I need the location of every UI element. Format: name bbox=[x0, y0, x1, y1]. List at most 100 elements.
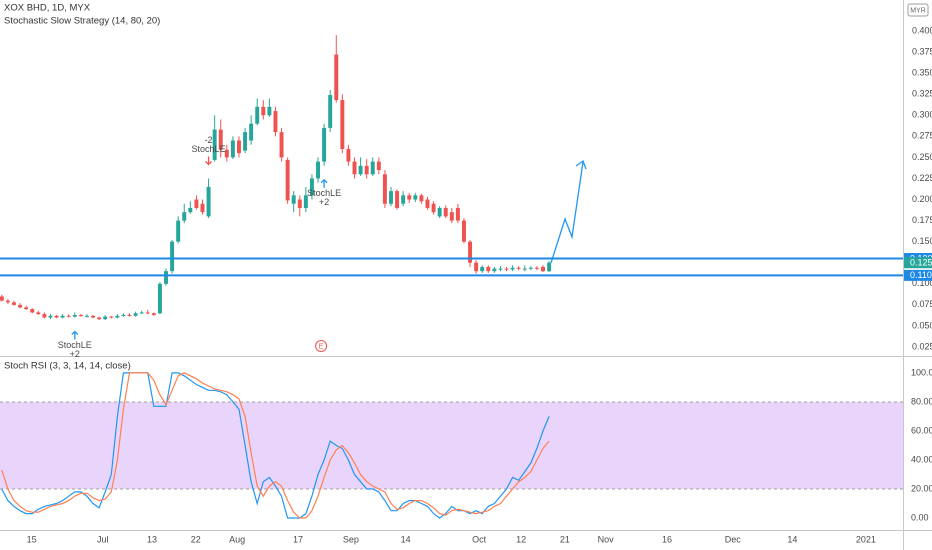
x-tick-label: Sep bbox=[343, 534, 359, 544]
candle-body bbox=[97, 317, 102, 320]
projection-arrowhead bbox=[575, 159, 587, 170]
signal-qty: +2 bbox=[319, 197, 329, 207]
band-fill bbox=[0, 401, 903, 489]
candle-body bbox=[121, 314, 126, 316]
candle-body bbox=[413, 195, 418, 200]
candle-body bbox=[358, 165, 363, 175]
price-label: 0.110 bbox=[910, 270, 932, 280]
candle-body bbox=[127, 314, 132, 316]
candle-body bbox=[176, 220, 181, 242]
candle-body bbox=[303, 195, 308, 208]
candle-body bbox=[30, 309, 35, 313]
projection-path bbox=[550, 161, 584, 264]
y-tick-label: 0.275 bbox=[912, 131, 932, 141]
candle-body bbox=[437, 207, 442, 217]
candle-body bbox=[382, 174, 387, 204]
candle-body bbox=[24, 307, 29, 310]
candle-body bbox=[419, 195, 424, 202]
y-tick-label: 0.175 bbox=[912, 215, 932, 225]
y-tick-label: 0.400 bbox=[912, 25, 932, 35]
x-tick-label: 17 bbox=[293, 534, 303, 544]
signal-label: StochLE bbox=[58, 340, 92, 350]
candle-body bbox=[431, 203, 436, 213]
candle-body bbox=[328, 95, 333, 128]
y-tick-label: 100.00 bbox=[911, 367, 932, 377]
stoch-line bbox=[1, 372, 550, 519]
y-tick-label: 0.200 bbox=[912, 194, 932, 204]
candle-body bbox=[474, 262, 479, 272]
candle-body bbox=[407, 195, 412, 200]
candle-body bbox=[182, 212, 187, 221]
candle-body bbox=[151, 313, 156, 315]
candle-body bbox=[389, 191, 393, 204]
candle-body bbox=[18, 304, 23, 308]
y-tick-label: 0.050 bbox=[912, 320, 932, 330]
candle-body bbox=[200, 203, 205, 213]
candle-body bbox=[188, 207, 193, 213]
candle-body bbox=[224, 149, 229, 158]
candle-body bbox=[492, 268, 497, 272]
signal-label: StochLE bbox=[307, 188, 341, 198]
candle-body bbox=[84, 315, 89, 317]
x-tick-label: 13 bbox=[147, 534, 157, 544]
candle-body bbox=[12, 302, 16, 305]
candle-body bbox=[522, 268, 527, 270]
x-tick-label: 14 bbox=[787, 534, 797, 544]
candle-body bbox=[486, 266, 491, 272]
candle-body bbox=[230, 140, 235, 158]
candle-body bbox=[461, 220, 466, 242]
signal-qty: -2 bbox=[205, 135, 213, 145]
signal-label: StochLE bbox=[192, 144, 226, 154]
candle-body bbox=[157, 283, 162, 314]
candle-body bbox=[103, 316, 108, 320]
y-tick-label: 0.300 bbox=[912, 110, 932, 120]
candle-body bbox=[145, 312, 150, 314]
candle-body bbox=[425, 199, 430, 208]
candle-body bbox=[340, 100, 345, 149]
candle-body bbox=[547, 262, 552, 272]
y-tick-label: 0.325 bbox=[912, 89, 932, 99]
candle-body bbox=[309, 178, 314, 196]
candle-body bbox=[60, 315, 65, 318]
symbol-title: XOX BHD, 1D, MYX bbox=[4, 3, 91, 14]
candle-body bbox=[528, 267, 533, 269]
candle-body bbox=[48, 315, 53, 318]
candle-body bbox=[194, 199, 199, 208]
candle-body bbox=[480, 266, 485, 272]
indicator-title: Stoch RSI (3, 3, 14, 14, close) bbox=[4, 361, 131, 372]
candle-body bbox=[91, 315, 96, 318]
candle-body bbox=[395, 191, 400, 208]
y-tick-label: 0.350 bbox=[912, 68, 932, 78]
candle-body bbox=[516, 267, 521, 269]
y-tick-label: 0.375 bbox=[912, 46, 932, 56]
candle-body bbox=[291, 195, 296, 204]
candle-body bbox=[352, 161, 357, 175]
signal-arrowhead bbox=[320, 178, 328, 184]
candle-body bbox=[206, 186, 211, 217]
y-tick-label: 0.025 bbox=[912, 341, 932, 351]
candle-body bbox=[255, 106, 260, 124]
last-price-box bbox=[904, 257, 932, 269]
candle-body bbox=[468, 241, 473, 263]
candle-body bbox=[273, 111, 278, 133]
x-tick-label: 14 bbox=[401, 534, 411, 544]
x-tick-label: Nov bbox=[598, 534, 615, 544]
candle-body bbox=[285, 159, 290, 201]
x-tick-label: Oct bbox=[472, 534, 487, 544]
currency-box[interactable] bbox=[907, 3, 929, 17]
y-tick-label: 0.250 bbox=[912, 152, 932, 162]
candle-body bbox=[504, 268, 509, 270]
candle-body bbox=[510, 267, 515, 270]
candle-body bbox=[376, 161, 381, 171]
candle-body bbox=[346, 148, 351, 162]
strategy-title: Stochastic Slow Strategy (14, 80, 20) bbox=[4, 16, 160, 27]
y-tick-label: 0.100 bbox=[912, 278, 932, 288]
candle-body bbox=[218, 129, 223, 150]
candle-body bbox=[541, 266, 545, 272]
candle-body bbox=[534, 267, 539, 269]
candle-body bbox=[449, 212, 454, 221]
candle-body bbox=[364, 165, 369, 175]
y-tick-label: 0.00 bbox=[911, 512, 929, 522]
